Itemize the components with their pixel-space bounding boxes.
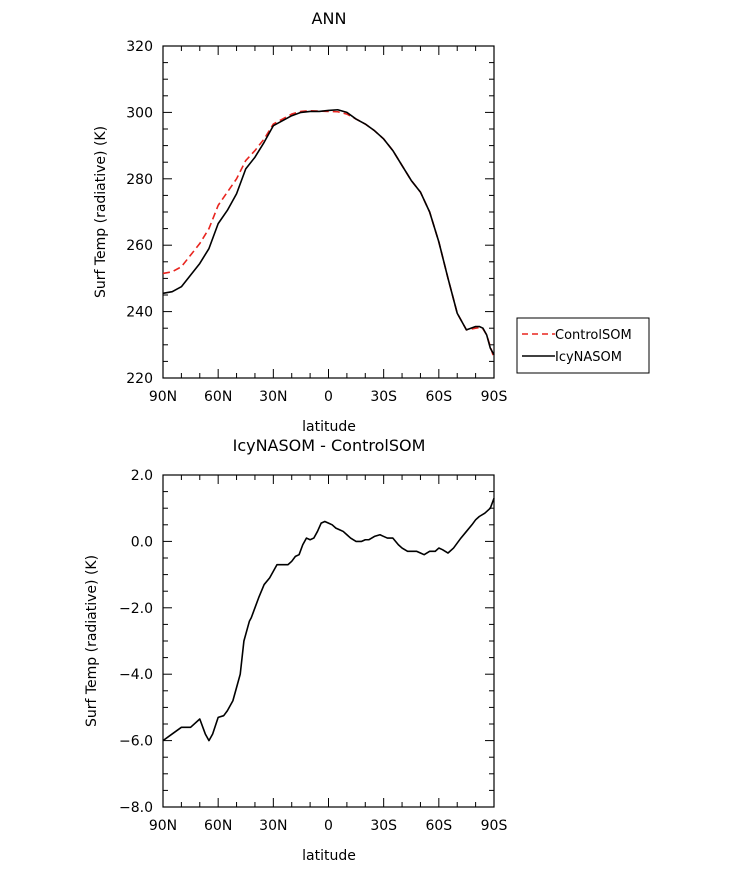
y-axis: −8.0 −6.0 −4.0 −2.0 0.0 2.0	[119, 468, 494, 816]
y-tick-label: −8.0	[119, 800, 153, 816]
series-line-difference	[162, 497, 495, 742]
chart-title: IcyNASOM - ControlSOM	[233, 436, 426, 455]
x-tick-label: 30S	[370, 389, 397, 405]
series-layer	[162, 497, 495, 742]
x-tick-label: 30N	[259, 389, 287, 405]
series-layer	[162, 108, 495, 359]
x-tick-label: 90N	[149, 818, 177, 834]
y-tick-label: 280	[126, 172, 153, 188]
plot-area	[162, 474, 495, 808]
x-tick-label: 60N	[204, 389, 232, 405]
x-tick-label: 60S	[425, 818, 452, 834]
y-tick-label: 220	[126, 371, 153, 387]
x-axis: 90N 60N 30N 0 30S 60S 90S	[149, 475, 508, 834]
y-tick-label: −6.0	[119, 734, 153, 750]
x-axis-label: latitude	[302, 419, 356, 435]
y-tick-label: 240	[126, 305, 153, 321]
series-line-controlsom	[162, 109, 495, 359]
y-tick-label: 2.0	[131, 468, 153, 484]
plot-border	[162, 45, 495, 379]
x-tick-label: 90S	[481, 389, 508, 405]
y-tick-label: 320	[126, 39, 153, 55]
legend-label-icynasom: IcyNASOM	[555, 350, 622, 365]
plot-area	[162, 45, 495, 379]
x-axis: 90N 60N 30N 0 30S 60S 90S	[149, 46, 508, 405]
y-tick-label: 260	[126, 238, 153, 254]
chart-annual-mean: ANN 90N 60N 30N 0 30S 60S 90S 220 240 260 280 300 3…	[93, 9, 650, 435]
plot-border	[162, 474, 495, 808]
legend-label-controlsom: ControlSOM	[555, 328, 632, 343]
legend: ControlSOM IcyNASOM	[516, 317, 650, 374]
chart-difference: IcyNASOM - ControlSOM 90N 60N 30N 0 30S 60S 90…	[84, 436, 507, 864]
x-tick-label: 90N	[149, 389, 177, 405]
chart-title: ANN	[312, 9, 347, 28]
x-tick-label: 60N	[204, 818, 232, 834]
x-tick-label: 0	[324, 389, 333, 405]
y-axis: 220 240 260 280 300 320	[126, 39, 494, 387]
y-tick-label: −4.0	[119, 667, 153, 683]
x-tick-label: 30N	[259, 818, 287, 834]
y-tick-label: 300	[126, 105, 153, 121]
x-tick-label: 60S	[425, 389, 452, 405]
x-tick-label: 0	[324, 818, 333, 834]
y-axis-label: Surf Temp (radiative) (K)	[84, 555, 100, 727]
x-axis-label: latitude	[302, 848, 356, 864]
x-tick-label: 90S	[481, 818, 508, 834]
y-axis-label: Surf Temp (radiative) (K)	[93, 126, 109, 298]
legend-box	[516, 317, 650, 374]
series-line-icynasom	[162, 108, 495, 356]
x-tick-label: 30S	[370, 818, 397, 834]
y-tick-label: 0.0	[131, 534, 153, 550]
y-tick-label: −2.0	[119, 601, 153, 617]
